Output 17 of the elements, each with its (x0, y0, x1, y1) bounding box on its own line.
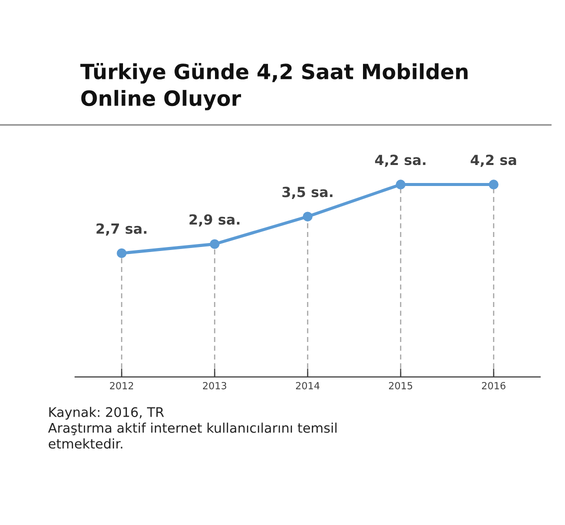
point (302, 212, 313, 222)
data-label: 2,7 sa. (96, 223, 146, 236)
x-tick-label: 2016 (482, 382, 506, 390)
point (396, 180, 406, 190)
x-tick-label: 2013 (202, 382, 226, 390)
point (116, 248, 127, 258)
point (488, 180, 498, 190)
chart-title: Türkiye Günde 4,2 Saat Mobilden Online Oluyor (80, 62, 468, 110)
data-label: 3,5 sa. (282, 186, 332, 200)
data-label: 4,2 sa (470, 154, 516, 167)
text: Kaynak: 2016, TR Araştırma aktif internet kullanıcılarını temsil etmektedir. (48, 406, 336, 449)
x-tick-label: 2012 (110, 382, 134, 390)
x-tick-label: 2014 (296, 382, 320, 390)
data-label: 4,2 sa. (375, 154, 426, 167)
point (210, 239, 220, 249)
data-label: 2,9 sa. (190, 214, 240, 226)
x-tick-label: 2015 (388, 382, 412, 390)
